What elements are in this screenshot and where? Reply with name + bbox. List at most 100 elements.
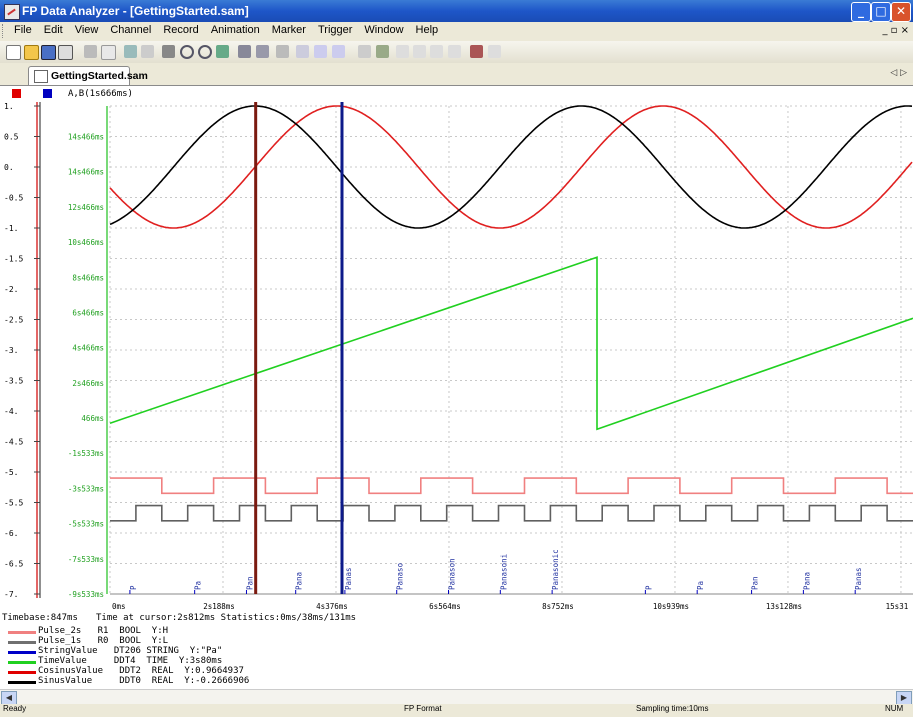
signal-row[interactable]: CosinusValue DDT2 REAL Y:0.9664937 [0,666,400,677]
signal-name: Pulse_2s [38,626,82,636]
stop-icon[interactable] [396,45,409,58]
menu-animation[interactable]: Animation [210,24,260,36]
zoom-fit-icon[interactable] [216,45,229,58]
delete-icon[interactable] [101,45,116,60]
menu-view[interactable]: View [74,24,99,36]
playback-icon[interactable] [141,45,154,58]
y-tick-label: -4.5 [4,438,23,447]
bars-icon[interactable] [276,45,289,58]
x-tick-label: 8s752ms [542,602,574,611]
string-label: P [129,585,138,590]
cursor-a-swatch [12,89,21,98]
y-tick-label: -1.5 [4,255,23,264]
tab-nav-arrows[interactable]: ◁ ▷ [890,68,907,78]
cursor-icon[interactable] [314,45,327,58]
close-button[interactable]: ✕ [891,2,911,22]
y-tick-label: -7. [4,590,18,599]
string-label: Panas [854,567,863,590]
menu-grip [2,24,6,38]
y-tick-label: -6. [4,529,18,538]
time-axis-label: 10s466ms [68,238,104,247]
menu-marker[interactable]: Marker [271,24,306,36]
tab-strip: GettingStarted.sam ◁ ▷ [0,63,913,86]
y-tick-label: -3.5 [4,377,23,386]
menu-help[interactable]: Help [415,24,439,36]
horizontal-scrollbar[interactable]: ◀ ▶ [0,689,913,705]
scroll-left-arrow-icon[interactable]: ◀ [1,691,17,705]
x-tick-label: 2s188ms [203,602,235,611]
move-icon[interactable] [162,45,175,58]
cursor-b-swatch [42,89,52,98]
signal-row[interactable]: Pulse_1s R0 BOOL Y:L [0,636,400,647]
series-line-pulse_1s [110,504,913,522]
series-line-pulse_2s [110,477,913,495]
time-axis-label: -5s533ms [68,520,104,529]
window-icon[interactable] [488,45,501,58]
new-file-icon[interactable] [6,45,21,60]
minimize-button[interactable]: _ [851,2,871,22]
menu-record[interactable]: Record [163,24,199,36]
time-axis-label: -7s533ms [68,555,104,564]
add-channel-icon[interactable] [84,45,97,58]
marker-icon[interactable] [332,45,345,58]
pause-icon[interactable] [413,45,426,58]
x-tick-label: 10s939ms [653,602,689,611]
chart-file-icon [34,70,48,83]
string-label: Panaso [396,562,405,590]
menu-window[interactable]: Window [364,24,404,36]
signal-info: DDT0 REAL Y:-0.2666906 [119,676,250,686]
print-icon[interactable] [58,45,73,60]
connect-icon[interactable] [470,45,483,58]
signal-row[interactable]: SinusValue DDT0 REAL Y:-0.2666906 [0,676,400,687]
scroll-right-arrow-icon[interactable]: ▶ [896,691,912,705]
tab-label: GettingStarted.sam [51,70,148,82]
y-tick-label: -2.5 [4,316,23,325]
time-axis-label: 8s466ms [72,273,104,282]
string-label: Pana [295,572,304,590]
string-label: Pa [696,581,705,590]
maximize-button[interactable]: □ [871,2,891,22]
y-tick-label: -4. [4,407,18,416]
signal-name: CosinusValue [38,666,104,676]
step-icon[interactable] [430,45,443,58]
status-num: NUM [885,704,904,713]
signal-row[interactable]: StringValue DT206 STRING Y:"Pa" [0,646,400,657]
zoom-in-icon[interactable] [180,45,194,59]
signal-color-swatch [8,671,36,674]
menu-channel[interactable]: Channel [110,24,152,36]
signal-row[interactable]: TimeValue DDT4 TIME Y:3s80ms [0,656,400,667]
x-tick-label: 0ms [112,602,126,611]
series-line-timevalue [109,256,913,431]
y-tick-label: 1. [4,102,14,111]
record-icon[interactable] [124,45,137,58]
export-icon[interactable] [358,45,371,58]
chart-panel: A,B(1s666ms) 1. 0.5 0. -0.5 -1. -1.5 -2. -2.5 -3… [0,86,913,686]
menu-file[interactable]: File [14,24,32,36]
string-label: Pana [802,572,811,590]
signal-row[interactable]: Pulse_2s R1 BOOL Y:H [0,626,400,637]
y-tick-label: -2. [4,285,18,294]
menu-edit[interactable]: Edit [43,24,63,36]
trigger-icon[interactable] [376,45,389,58]
status-sampling: Sampling time:10ms [636,704,709,713]
series-line-sinusvalue [109,105,913,229]
save-icon[interactable] [41,45,56,60]
signal-color-swatch [8,681,36,684]
status-ready: Ready [3,704,27,713]
string-label: Pan [751,576,760,590]
open-folder-icon[interactable] [24,45,39,60]
string-label: Panasonic [551,549,560,590]
split-icon[interactable] [238,45,251,58]
time-axis-label: -3s533ms [68,484,104,493]
signal-chart[interactable]: 1. 0.5 0. -0.5 -1. -1.5 -2. -2.5 -3. -3.5 -4. -4.5 -… [0,86,913,612]
tab-gettingstarted[interactable]: GettingStarted.sam [28,66,148,85]
menu-trigger[interactable]: Trigger [317,24,353,36]
xy-icon[interactable] [296,45,309,58]
mdi-controls[interactable]: _ ▫ × [882,25,909,36]
signal-info: R1 BOOL Y:H [97,626,169,636]
series-line-cosinusvalue [109,105,913,229]
zoom-out-icon[interactable] [198,45,212,59]
grid-icon[interactable] [256,45,269,58]
stats-icon[interactable] [448,45,461,58]
x-tick-label: 6s564ms [429,602,461,611]
